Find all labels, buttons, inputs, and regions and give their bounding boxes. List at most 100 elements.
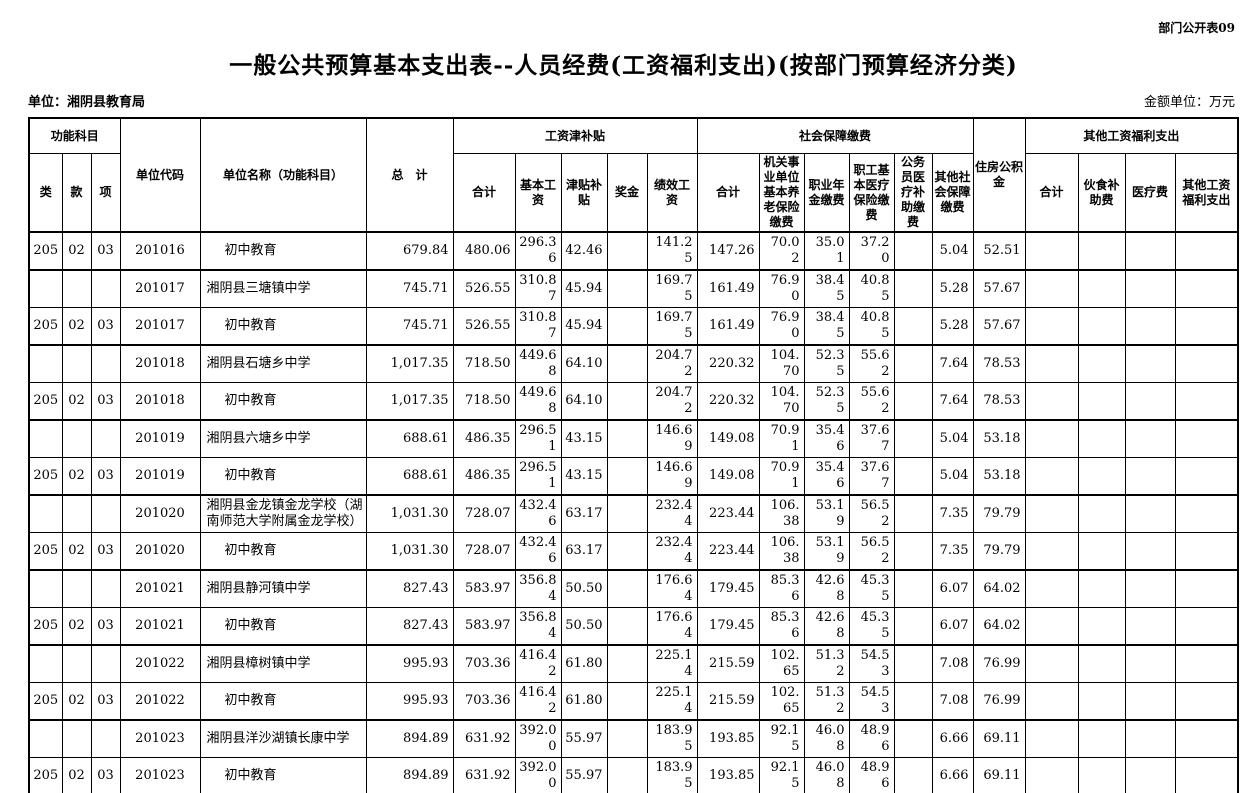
cell-class: 205 (28, 231, 63, 271)
cell-basic-wage: 449.68 (514, 382, 562, 421)
cell-wage-total: 728.07 (452, 532, 516, 571)
cell-civil-servant-medical (893, 644, 933, 683)
cell-annuity: 42.68 (803, 569, 850, 608)
cell-class: 205 (28, 307, 63, 346)
cell-housing-fund: 79.79 (972, 532, 1026, 571)
cell-unit-name: 湘阴县三塘镇中学 (199, 269, 367, 308)
cell-basic-wage: 449.68 (514, 344, 562, 383)
cell-annuity: 38.45 (803, 269, 850, 308)
cell-other-welfare (1174, 494, 1239, 533)
table-row: 205 02 03 201022 初中教育 995.93 703.36 416.42 61.80… (28, 682, 1239, 721)
cell-other-social: 5.28 (931, 269, 974, 308)
table-row: 201020 湘阴县金龙镇金龙学校（湖南师范大学附属金龙学校） 1,031.30 72… (28, 494, 1239, 533)
col-header-func-group: 功能科目 (28, 117, 121, 154)
cell-unit-name: 湘阴县洋沙湖镇长康中学 (199, 719, 367, 758)
cell-class (28, 644, 63, 683)
cell-performance-wage: 232.44 (646, 532, 698, 571)
cell-medical-fee (1124, 532, 1176, 571)
header-group-row: 功能科目 单位代码 单位名称（功能科目） 总 计 工资津补贴 社会保障缴费 住房… (28, 117, 1239, 233)
cell-class: 205 (28, 607, 63, 646)
page-title: 一般公共预算基本支出表--人员经费(工资福利支出)(按部门预算经济分类) (229, 52, 1018, 79)
cell-annuity: 35.46 (803, 419, 850, 458)
cell-grand-total: 1,031.30 (365, 532, 454, 571)
cell-grand-total: 745.71 (365, 269, 454, 308)
cell-civil-servant-medical (893, 719, 933, 758)
cell-item: 03 (90, 457, 121, 496)
cell-unit-name: 湘阴县樟树镇中学 (199, 644, 367, 683)
cell-pension: 102.65 (758, 682, 805, 721)
cell-other-total (1024, 757, 1079, 793)
cell-item: 03 (90, 607, 121, 646)
cell-item (90, 719, 121, 758)
cell-class (28, 494, 63, 533)
cell-performance-wage: 232.44 (646, 494, 698, 533)
cell-other-social: 5.28 (931, 307, 974, 346)
cell-civil-servant-medical (893, 382, 933, 421)
table-row: 205 02 03 201018 初中教育 1,017.35 718.50 449.68 64.… (28, 382, 1239, 421)
cell-basic-wage: 416.42 (514, 682, 562, 721)
cell-performance-wage: 176.64 (646, 569, 698, 608)
cell-section (61, 644, 92, 683)
cell-other-welfare (1174, 231, 1239, 271)
cell-social-total: 161.49 (696, 307, 760, 346)
col-header-basic-wage: 基本工资 (514, 153, 562, 233)
col-header-grand-total: 总 计 (365, 117, 454, 233)
col-header-unit-name: 单位名称（功能科目） (199, 117, 367, 233)
cell-unit-name: 湘阴县六塘乡中学 (199, 419, 367, 458)
table-row: 205 02 03 201021 初中教育 827.43 583.97 356.84 50.50… (28, 607, 1239, 646)
cell-pension: 106.38 (758, 532, 805, 571)
cell-social-total: 147.26 (696, 231, 760, 271)
cell-unit-code: 201021 (119, 569, 201, 608)
cell-medical-insurance: 48.96 (848, 757, 895, 793)
cell-unit-code: 201017 (119, 307, 201, 346)
cell-class (28, 719, 63, 758)
cell-unit-name: 初中教育 (199, 757, 367, 793)
cell-basic-wage: 432.46 (514, 532, 562, 571)
table-row: 201021 湘阴县静河镇中学 827.43 583.97 356.84 50.50 176… (28, 569, 1239, 608)
cell-pension: 85.36 (758, 569, 805, 608)
col-header-pension: 机关事业单位基本养老保险缴费 (758, 153, 805, 233)
cell-other-social: 7.35 (931, 532, 974, 571)
cell-pension: 70.91 (758, 419, 805, 458)
cell-bonus (606, 269, 648, 308)
cell-wage-total: 631.92 (452, 757, 516, 793)
cell-class: 205 (28, 682, 63, 721)
cell-civil-servant-medical (893, 344, 933, 383)
cell-civil-servant-medical (893, 682, 933, 721)
cell-bonus (606, 757, 648, 793)
cell-other-total (1024, 419, 1079, 458)
cell-unit-code: 201021 (119, 607, 201, 646)
col-header-performance-wage: 绩效工资 (646, 153, 698, 233)
cell-civil-servant-medical (893, 532, 933, 571)
cell-basic-wage: 392.00 (514, 757, 562, 793)
cell-unit-code: 201019 (119, 419, 201, 458)
cell-performance-wage: 176.64 (646, 607, 698, 646)
cell-wage-total: 703.36 (452, 644, 516, 683)
cell-medical-fee (1124, 419, 1176, 458)
cell-basic-wage: 356.84 (514, 569, 562, 608)
cell-housing-fund: 53.18 (972, 419, 1026, 458)
cell-housing-fund: 64.02 (972, 569, 1026, 608)
cell-item (90, 569, 121, 608)
cell-allowance: 61.80 (560, 644, 608, 683)
cell-unit-code: 201023 (119, 719, 201, 758)
cell-other-social: 7.64 (931, 344, 974, 383)
table-header: 功能科目 单位代码 单位名称（功能科目） 总 计 工资津补贴 社会保障缴费 住房… (28, 117, 1239, 233)
cell-allowance: 55.97 (560, 757, 608, 793)
cell-pension: 102.65 (758, 644, 805, 683)
cell-other-social: 6.07 (931, 607, 974, 646)
cell-item (90, 344, 121, 383)
cell-wage-total: 631.92 (452, 719, 516, 758)
cell-section: 02 (61, 607, 92, 646)
cell-annuity: 46.08 (803, 719, 850, 758)
cell-food-subsidy (1077, 382, 1126, 421)
cell-other-total (1024, 682, 1079, 721)
cell-annuity: 51.32 (803, 644, 850, 683)
cell-social-total: 179.45 (696, 569, 760, 608)
table-body: 205 02 03 201016 初中教育 679.84 480.06 296.36 42.46… (28, 231, 1239, 793)
cell-performance-wage: 183.95 (646, 719, 698, 758)
col-header-other-welfare: 其他工资福利支出 (1174, 153, 1239, 233)
cell-allowance: 61.80 (560, 682, 608, 721)
cell-other-welfare (1174, 644, 1239, 683)
cell-housing-fund: 76.99 (972, 682, 1026, 721)
